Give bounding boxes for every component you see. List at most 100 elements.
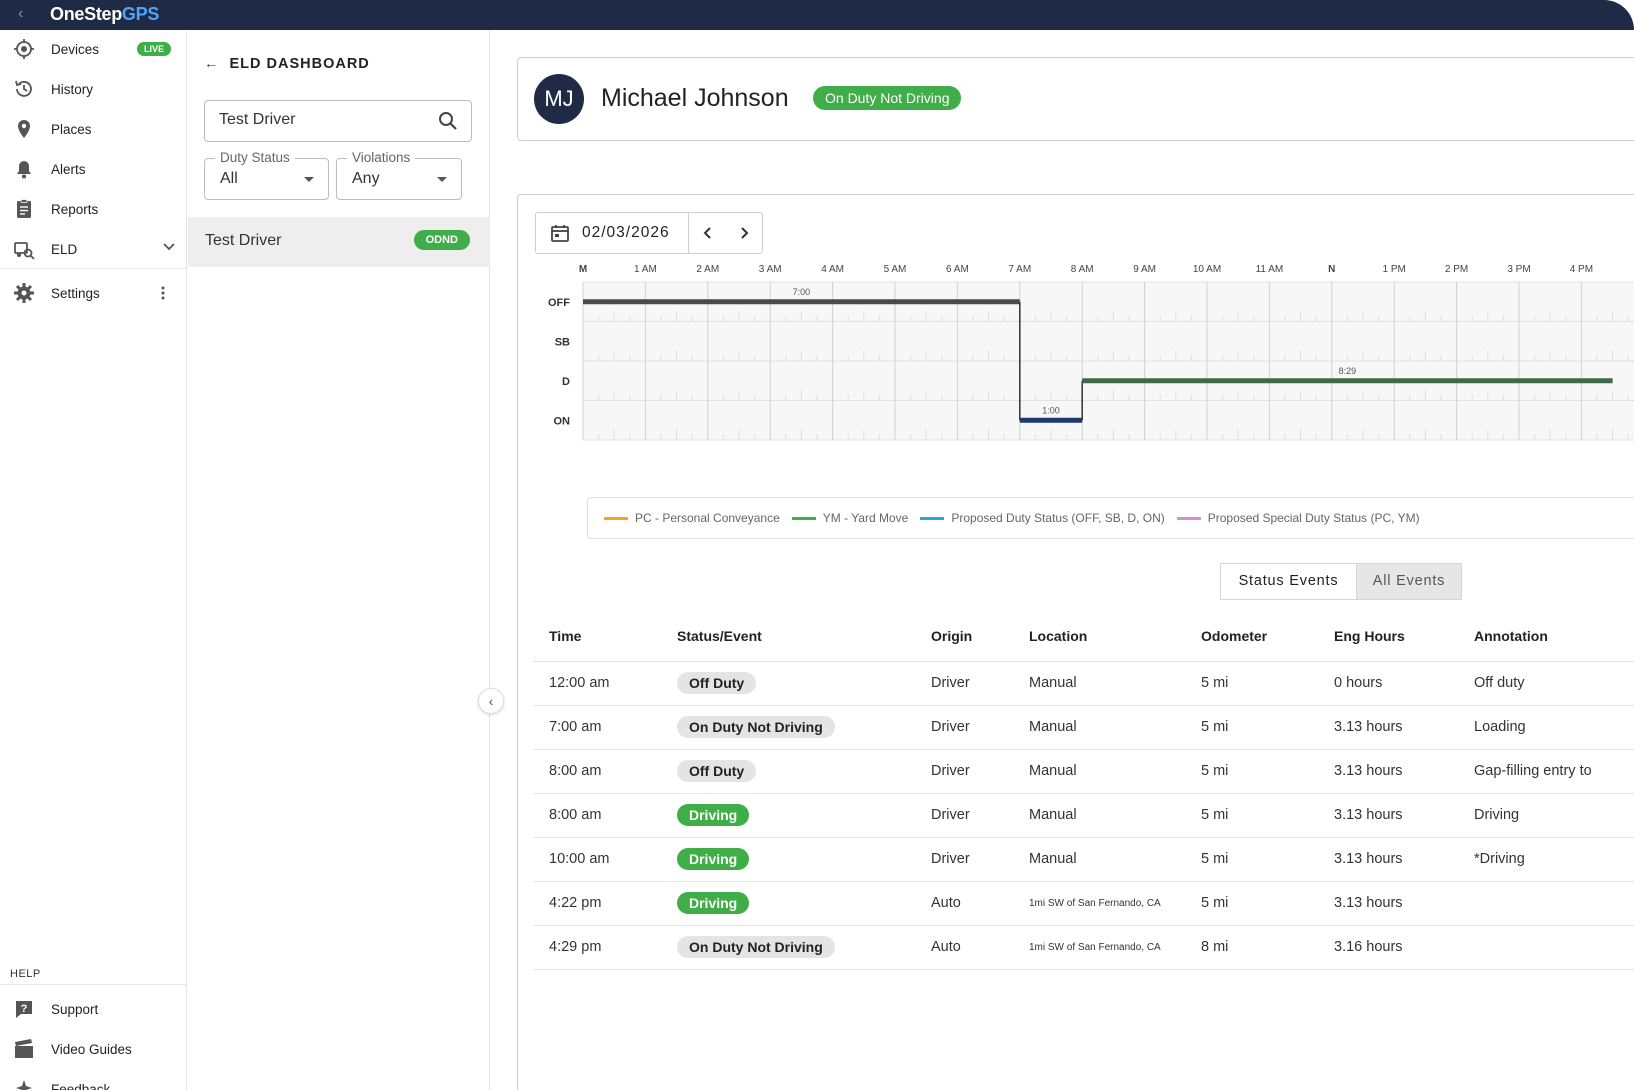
column-header[interactable]: Time xyxy=(533,611,661,662)
duration-label: 7:00 xyxy=(793,287,811,297)
panel-title: ← ELD DASHBOARD xyxy=(204,56,370,72)
table-row[interactable]: 7:00 am On Duty Not Driving Driver Manual 5 … xyxy=(533,705,1634,750)
table-row[interactable]: 4:22 pm Driving Auto 1mi SW of San Fernando… xyxy=(533,881,1634,926)
status-cell: Off Duty xyxy=(661,749,915,794)
sidebar-item-label: Feedback xyxy=(51,1081,111,1090)
origin-cell: Driver xyxy=(915,749,1013,794)
search-icon[interactable] xyxy=(437,110,459,137)
status-badge: Off Duty xyxy=(677,760,757,782)
sidebar-nav: Devices LIVE History Places Alerts Repor… xyxy=(0,30,187,1090)
sidebar-item-alerts[interactable]: Alerts xyxy=(0,150,187,188)
odometer-cell: 5 mi xyxy=(1185,705,1318,750)
divider xyxy=(688,213,689,253)
legend-label: YM - Yard Move xyxy=(822,511,909,525)
column-header[interactable]: Origin xyxy=(915,611,1013,662)
time-cell: 8:00 am xyxy=(533,749,661,794)
devices-icon xyxy=(13,38,35,60)
hour-label: 10 AM xyxy=(1193,264,1221,275)
sidebar-item-label: Devices xyxy=(51,41,100,57)
sidebar-item-reports[interactable]: Reports xyxy=(0,190,187,228)
column-header[interactable]: Eng Hours xyxy=(1318,611,1458,662)
places-pin-icon xyxy=(13,118,35,140)
all-events-toggle[interactable]: All Events xyxy=(1356,563,1462,600)
support-icon: ? xyxy=(13,998,35,1020)
sidebar-item-history[interactable]: History xyxy=(0,70,187,108)
duty-status-select[interactable]: Duty Status All xyxy=(204,150,329,200)
next-day-button[interactable] xyxy=(732,221,756,245)
more-vertical-icon[interactable] xyxy=(160,285,166,306)
duty-status-value: All xyxy=(220,170,238,187)
column-header[interactable]: Odometer xyxy=(1185,611,1318,662)
duty-status-label: Duty Status xyxy=(215,150,295,165)
annotation-cell: *Driving xyxy=(1458,837,1634,882)
row-label: ON xyxy=(554,415,571,427)
chevron-down-icon[interactable] xyxy=(162,240,176,259)
driver-panel: ←ELD DASHBOARD Duty Status All Violation… xyxy=(188,30,490,1090)
sidebar-item-label: Reports xyxy=(51,201,99,217)
hour-label: 4 AM xyxy=(821,264,844,275)
status-cell: On Duty Not Driving xyxy=(661,705,915,750)
table-row[interactable]: 12:00 am Off Duty Driver Manual 5 mi 0 hours O… xyxy=(533,661,1634,706)
divider xyxy=(0,984,187,985)
sidebar-item-label: Support xyxy=(51,1001,99,1017)
back-chevron-icon[interactable]: ‹ xyxy=(18,5,24,22)
time-cell: 10:00 am xyxy=(533,837,661,882)
date-value[interactable]: 02/03/2026 xyxy=(582,224,670,241)
sidebar-item-devices[interactable]: Devices LIVE xyxy=(0,30,187,68)
odometer-cell: 5 mi xyxy=(1185,837,1318,882)
time-cell: 7:00 am xyxy=(533,705,661,750)
eng-hours-cell: 3.13 hours xyxy=(1318,881,1458,926)
table-row[interactable]: 4:29 pm On Duty Not Driving Auto 1mi SW of … xyxy=(533,925,1634,970)
eng-hours-cell: 0 hours xyxy=(1318,661,1458,706)
table-row[interactable]: 10:00 am Driving Driver Manual 5 mi 3.13 hour… xyxy=(533,837,1634,882)
back-arrow-icon[interactable]: ← xyxy=(204,56,220,72)
search-input[interactable] xyxy=(219,111,419,129)
sidebar-item-places[interactable]: Places xyxy=(0,110,187,148)
calendar-icon[interactable] xyxy=(550,223,570,248)
hour-label: M xyxy=(579,264,587,275)
collapse-panel-button[interactable]: ‹ xyxy=(478,688,504,714)
status-badge: Driving xyxy=(677,804,750,826)
legend-label: PC - Personal Conveyance xyxy=(635,511,780,525)
hour-label: 4 PM xyxy=(1570,264,1593,275)
status-cell: Driving xyxy=(661,837,915,882)
origin-cell: Driver xyxy=(915,661,1013,706)
app-logo: OneStepGPS xyxy=(50,4,160,24)
hour-label: 1 PM xyxy=(1383,264,1406,275)
eng-hours-cell: 3.13 hours xyxy=(1318,837,1458,882)
column-header[interactable]: Annotation xyxy=(1458,611,1634,662)
status-badge: Off Duty xyxy=(677,672,757,694)
table-row[interactable]: 8:00 am Off Duty Driver Manual 5 mi 3.13 hour… xyxy=(533,749,1634,794)
annotation-cell: Loading xyxy=(1458,705,1634,750)
hour-label: 8 AM xyxy=(1071,264,1094,275)
duration-label: 1:00 xyxy=(1042,405,1060,415)
hour-label: 9 AM xyxy=(1133,264,1156,275)
previous-day-button[interactable] xyxy=(696,221,720,245)
sidebar-item-feedback[interactable]: Feedback xyxy=(0,1070,187,1090)
table-row[interactable]: 8:00 am Driving Driver Manual 5 mi 3.13 hours… xyxy=(533,793,1634,838)
legend-label: Proposed Special Duty Status (PC, YM) xyxy=(1207,511,1420,525)
status-events-toggle[interactable]: Status Events xyxy=(1220,563,1356,600)
location-cell: Manual xyxy=(1013,705,1185,750)
alerts-bell-icon xyxy=(13,158,35,180)
location-cell: 1mi SW of San Fernando, CA xyxy=(1013,881,1185,926)
column-header[interactable]: Status/Event xyxy=(661,611,915,662)
column-header[interactable]: Location xyxy=(1013,611,1185,662)
sidebar-item-eld[interactable]: ELD xyxy=(0,230,187,268)
table-header-row: Time Status/Event Origin Location Odomet… xyxy=(533,611,1634,662)
driver-list-item[interactable]: Test Driver ODND xyxy=(188,217,490,267)
events-table: Time Status/Event Origin Location Odomet… xyxy=(533,611,1634,970)
date-picker: 02/03/2026 xyxy=(535,212,763,254)
violations-select[interactable]: Violations Any xyxy=(336,150,462,200)
feedback-icon xyxy=(13,1078,35,1090)
status-badge: Driving xyxy=(677,848,750,870)
sidebar-item-settings[interactable]: Settings xyxy=(0,274,187,312)
sidebar-item-support[interactable]: ? Support xyxy=(0,990,187,1028)
legend-item-ym: YM - Yard Move xyxy=(791,511,909,525)
odometer-cell: 5 mi xyxy=(1185,793,1318,838)
eng-hours-cell: 3.16 hours xyxy=(1318,925,1458,970)
annotation-cell: Off duty xyxy=(1458,661,1634,706)
sidebar-item-video-guides[interactable]: Video Guides xyxy=(0,1030,187,1068)
status-badge: On Duty Not Driving xyxy=(813,86,962,110)
location-cell: Manual xyxy=(1013,793,1185,838)
